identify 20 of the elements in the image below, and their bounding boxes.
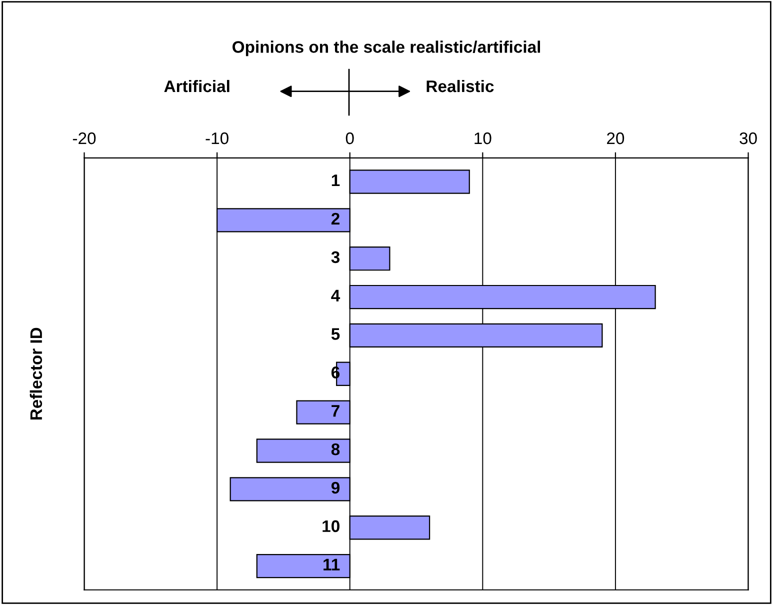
x-tick-label: 20 xyxy=(607,132,624,144)
y-tick-label: 8 xyxy=(331,443,340,456)
y-tick-label: 1 xyxy=(332,174,340,186)
text: Realistic xyxy=(426,80,494,92)
x-tick-label: -20 xyxy=(72,132,96,144)
y-tick-label: 7 xyxy=(332,405,340,417)
x-tick-label: -10 xyxy=(206,132,228,144)
text: Artificial xyxy=(164,80,230,92)
x-tick-label: 0 xyxy=(346,132,354,144)
y-tick-label: 2 xyxy=(331,212,340,224)
y-tick-label: 11 xyxy=(324,558,340,570)
y-tick-label: 5 xyxy=(331,328,340,340)
chart-title: Opinions on the scale realistic/artificial xyxy=(232,40,540,56)
y-tick-label: 9 xyxy=(331,482,340,494)
y-tick-label: 10 xyxy=(322,520,340,532)
x-tick-label: 10 xyxy=(474,132,492,144)
x-tick-label: 30 xyxy=(740,132,757,144)
y-tick-label: 3 xyxy=(331,251,340,264)
y-tick-label: 4 xyxy=(331,290,340,302)
y-axis-title: Reflector ID xyxy=(30,328,42,420)
